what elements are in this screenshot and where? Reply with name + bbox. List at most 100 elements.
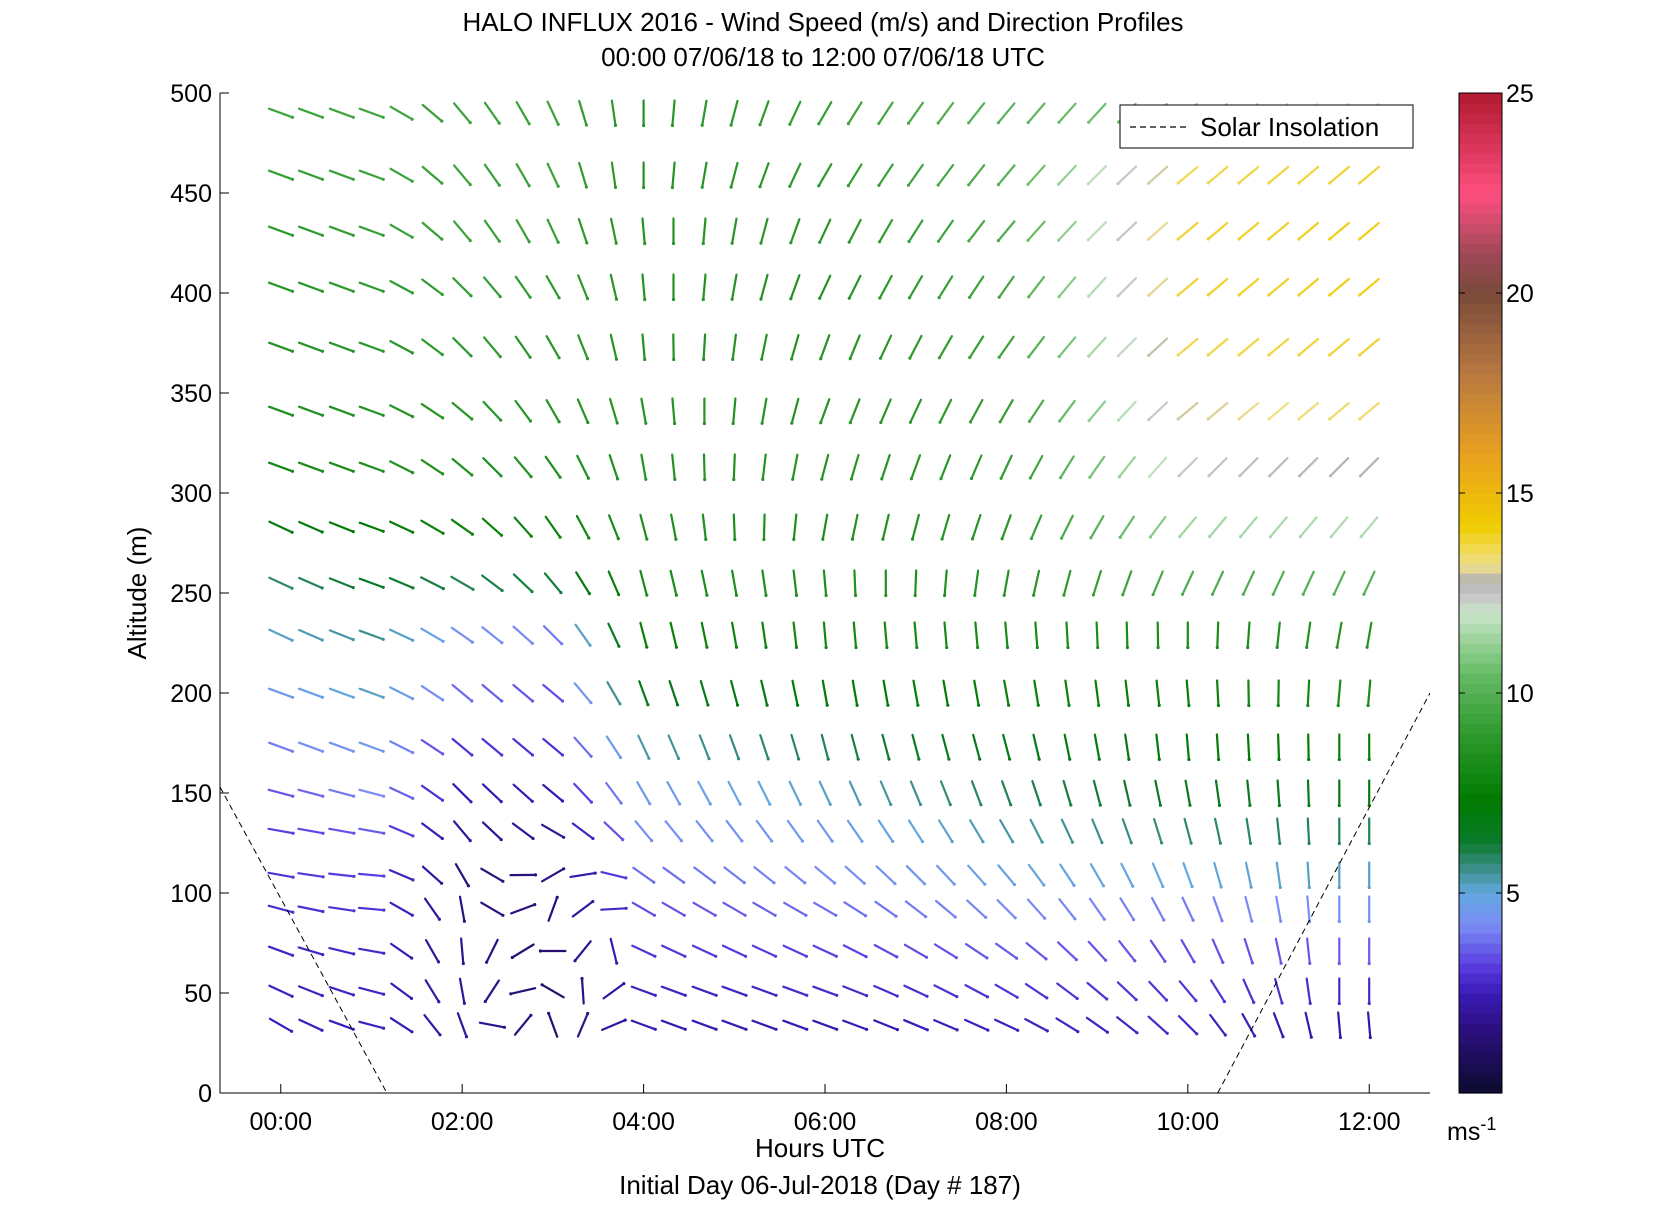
wind-vector-head (320, 638, 324, 642)
wind-vector-head (528, 419, 533, 423)
wind-vector-head (290, 953, 295, 957)
wind-vector-head (1013, 916, 1017, 920)
wind-vector-head (382, 794, 386, 798)
wind-vector (881, 513, 890, 541)
wind-vector-head (764, 645, 768, 650)
wind-vector-head (614, 357, 619, 361)
wind-vector (484, 979, 500, 1003)
wind-vector-head (1069, 803, 1073, 807)
wind-vector (821, 679, 829, 707)
wind-vector (1366, 679, 1372, 707)
wind-vector-head (591, 899, 595, 904)
wind-vector (822, 621, 828, 649)
colorbar-segment (1459, 963, 1502, 974)
wind-vector-head (1158, 803, 1162, 807)
wind-vector (1088, 455, 1106, 479)
wind-vector-head (382, 1026, 386, 1030)
colorbar-segment (1459, 553, 1502, 564)
wind-vector (844, 865, 866, 885)
wind-vector (1064, 679, 1071, 707)
wind-vector-head (1222, 1000, 1226, 1004)
colorbar-segment (1459, 983, 1502, 994)
wind-vector (609, 333, 618, 361)
wind-vector-head (500, 641, 504, 645)
wind-vector-head (821, 537, 825, 541)
wind-vector-head (642, 123, 646, 128)
wind-vector (761, 621, 768, 649)
wind-vector (1183, 817, 1193, 845)
wind-vector (1089, 515, 1105, 539)
wind-vector (788, 780, 802, 806)
wind-vector-head (1367, 961, 1371, 966)
wind-vector-head (738, 802, 742, 806)
wind-vector-head (352, 794, 356, 798)
wind-vector (453, 102, 472, 124)
wind-vector (1302, 570, 1315, 596)
wind-vector-head (950, 840, 954, 844)
wind-vector-head (907, 239, 911, 244)
wind-vector-head (1011, 840, 1015, 844)
colorbar-segment (1459, 853, 1502, 864)
colorbar-segment (1459, 693, 1502, 704)
wind-vector (1242, 978, 1255, 1004)
wind-vector-head (986, 1028, 990, 1032)
wind-vector (358, 577, 385, 589)
wind-vector-head (643, 357, 647, 362)
wind-vector-head (593, 871, 597, 875)
wind-vector-head (996, 239, 1001, 243)
wind-vector (759, 273, 769, 301)
wind-vector-head (290, 469, 295, 473)
wind-vector (600, 870, 627, 880)
wind-vector (730, 217, 738, 245)
wind-vector (603, 821, 624, 841)
wind-vector (1306, 895, 1311, 923)
wind-vector (1058, 898, 1077, 920)
wind-vector-head (1241, 592, 1245, 596)
wind-vector-head (290, 177, 295, 181)
wind-vector (483, 336, 502, 358)
wind-vector-head (819, 421, 823, 425)
wind-vector (605, 735, 622, 759)
wind-vector (759, 217, 769, 245)
wind-vector-head (794, 593, 799, 598)
wind-vector (729, 99, 739, 127)
wind-vector (904, 900, 927, 918)
wind-vector (1028, 399, 1045, 423)
wind-vector (1118, 940, 1136, 962)
wind-vector-head (865, 1027, 869, 1031)
wind-vector (630, 1019, 657, 1031)
y-tick-label: 450 (170, 180, 212, 208)
wind-vector-head (1358, 353, 1362, 357)
wind-vector-head (952, 882, 956, 886)
wind-vector (297, 461, 324, 473)
wind-vector-head (996, 183, 1001, 187)
wind-vector-head (969, 476, 974, 481)
wind-vector (1237, 401, 1260, 421)
wind-vector (632, 866, 655, 884)
colorbar-segment (1459, 253, 1502, 264)
wind-vector (660, 985, 687, 997)
wind-vector (453, 820, 472, 842)
wind-vector-head (774, 1027, 778, 1031)
colorbar-segment (1459, 833, 1502, 844)
wind-vector (1125, 621, 1129, 649)
wind-vector-head (997, 295, 1001, 299)
wind-vector-head (983, 882, 987, 886)
wind-vector (999, 454, 1013, 480)
wind-vector (297, 946, 324, 956)
wind-vector-head (707, 757, 711, 761)
wind-vector (420, 738, 444, 756)
wind-vector-head (714, 954, 718, 958)
wind-vector-head (1208, 535, 1212, 539)
wind-vector (546, 100, 560, 126)
colorbar-segment (1459, 793, 1502, 804)
wind-vector-head (710, 839, 714, 843)
wind-vector (421, 103, 443, 123)
wind-vector-head (1359, 535, 1363, 539)
wind-vector-head (1281, 1035, 1285, 1039)
wind-vector (879, 398, 892, 424)
wind-vector-head (540, 983, 544, 987)
wind-vector-head (290, 638, 294, 642)
wind-vector-head (589, 754, 593, 758)
wind-vector-head (1067, 703, 1071, 708)
